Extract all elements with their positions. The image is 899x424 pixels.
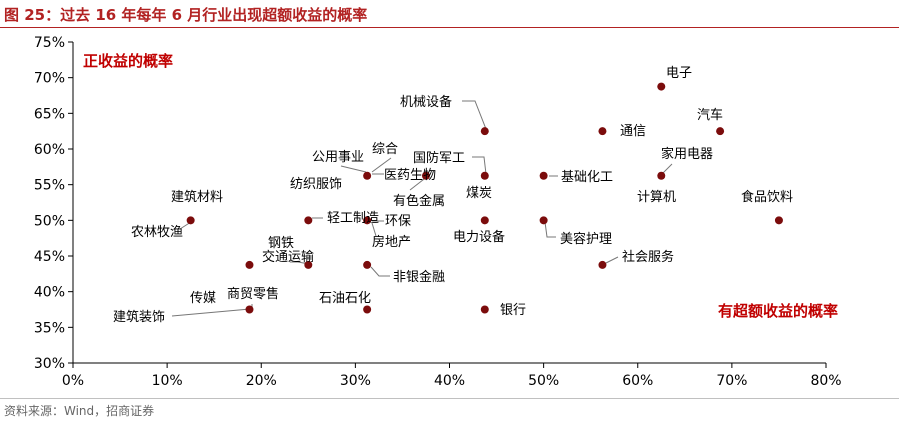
leader-line [472,156,487,175]
x-tick-label: 70% [716,373,747,389]
point-label: 国防军工 [413,150,465,166]
data-point [716,127,725,136]
data-point [245,305,254,314]
data-point [480,216,489,225]
point-label: 有色金属 [393,193,445,209]
data-point [363,260,372,269]
point-label: 通信 [620,124,646,139]
leader-line [340,165,367,173]
point-label: 煤炭 [466,186,492,201]
data-point [539,171,548,180]
point-label: 综合 [372,142,398,157]
point-label: 钢铁 [268,236,294,251]
x-tick-label: 10% [152,373,183,389]
data-point [186,216,195,225]
data-point [480,127,489,136]
x-tick-label: 50% [528,373,559,389]
x-tick-label: 20% [246,373,277,389]
point-label: 机械设备 [400,94,452,110]
leader-line [371,157,392,173]
annotation-positive-return: 正收益的概率 [83,52,173,70]
title-divider [0,27,899,28]
point-label: 家用电器 [661,146,713,162]
annotation-excess-return: 有超额收益的概率 [718,302,838,320]
point-label: 医药生物 [384,168,436,183]
point-label: 石油石化 [319,291,371,306]
data-point [480,171,489,180]
y-tick-label: 45% [34,249,65,265]
data-point [363,216,372,225]
point-label: 银行 [500,303,526,318]
data-point [304,260,313,269]
leader-line [544,221,556,238]
point-label: 建筑材料 [171,189,223,205]
data-point [245,260,254,269]
data-point [657,171,666,180]
y-tick-label: 70% [34,71,65,87]
data-point [539,216,548,225]
point-label: 交通运输 [262,249,314,265]
point-label: 建筑装饰 [113,309,165,325]
data-point [598,127,607,136]
data-point [657,82,666,91]
data-point [480,305,489,314]
leader-line [462,100,487,130]
leader-line [370,266,390,277]
y-tick-label: 65% [34,106,65,122]
point-label: 计算机 [637,190,676,205]
figure-title: 图 25：过去 16 年每年 6 月行业出现超额收益的概率 [4,6,368,24]
y-tick-label: 40% [34,285,65,301]
y-tick-label: 30% [34,356,65,372]
point-label: 汽车 [697,107,723,123]
point-label: 美容护理 [560,231,612,247]
y-tick-label: 75% [34,35,65,51]
data-point [598,260,607,269]
x-tick-label: 30% [340,373,371,389]
footer-divider [0,398,899,399]
x-tick-label: 40% [434,373,465,389]
y-tick-label: 50% [34,213,65,229]
point-label: 农林牧渔 [131,225,183,240]
data-point [363,305,372,314]
point-label: 房地产 [372,234,411,250]
x-tick-label: 0% [62,373,84,389]
point-label: 轻工制造 [327,211,379,226]
point-label: 电力设备 [453,229,505,245]
point-label: 基础化工 [561,170,613,185]
chart-axes: 0% 10% 20% 30% 40% 50% 60% 70% 80% 30% 35% 40% 45% 50… [34,35,842,389]
point-label: 社会服务 [622,249,674,265]
data-point [421,171,430,180]
leader-line [171,308,251,317]
leader-line [605,256,619,264]
chart-points [186,82,783,314]
point-label: 非银金融 [393,269,445,285]
point-label: 环保 [385,214,411,229]
point-label: 公用事业 [312,150,364,165]
leader-line [661,163,673,175]
y-tick-label: 60% [34,142,65,158]
point-label: 食品饮料 [741,189,793,205]
data-point [774,216,783,225]
source-note: 资料来源：Wind，招商证券 [4,404,155,418]
point-label: 商贸零售 [227,286,279,302]
y-tick-label: 35% [34,320,65,336]
data-point [304,216,313,225]
x-tick-label: 80% [810,373,841,389]
point-label: 传媒 [190,291,216,306]
leader-line [371,222,377,237]
point-label: 电子 [666,66,692,81]
point-label: 纺织服饰 [290,177,342,192]
y-tick-label: 55% [34,178,65,194]
data-point [363,171,372,180]
x-tick-label: 60% [622,373,653,389]
